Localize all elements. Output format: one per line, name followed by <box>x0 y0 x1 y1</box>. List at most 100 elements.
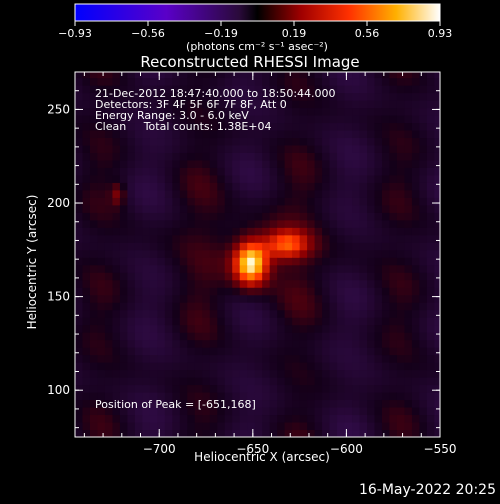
heatmap-cell <box>149 414 158 423</box>
heatmap-cell <box>179 85 188 94</box>
heatmap-cell <box>104 72 113 79</box>
heatmap-cell <box>426 324 435 333</box>
heatmap-cell <box>254 399 263 408</box>
heatmap-cell <box>119 332 128 341</box>
heatmap-cell <box>254 197 263 206</box>
heatmap-cell <box>97 347 106 356</box>
heatmap-cell <box>239 174 248 183</box>
heatmap-cell <box>179 249 188 258</box>
heatmap-cell <box>112 279 121 288</box>
heatmap-cell <box>337 152 346 161</box>
heatmap-cell <box>262 407 271 416</box>
heatmap-cell <box>337 429 346 437</box>
heatmap-cell <box>239 324 248 333</box>
heatmap-cell <box>134 407 143 416</box>
heatmap-cell <box>344 339 353 348</box>
heatmap-cell <box>142 264 151 273</box>
heatmap-cell <box>172 302 181 311</box>
heatmap-cell <box>381 332 390 341</box>
heatmap-cell <box>337 257 346 266</box>
heatmap-cell <box>217 257 226 266</box>
heatmap-cell <box>119 107 128 116</box>
heatmap-cell <box>299 257 308 266</box>
heatmap-cell <box>187 85 196 94</box>
heatmap-cell <box>142 152 151 161</box>
heatmap-cell <box>179 332 188 341</box>
heatmap-cell <box>142 92 151 101</box>
heatmap-cell <box>307 72 316 79</box>
heatmap-cell <box>396 77 405 86</box>
heatmap-cell <box>157 392 166 401</box>
heatmap-cell <box>224 227 233 236</box>
heatmap-cell <box>426 189 435 198</box>
heatmap-cell <box>277 219 286 228</box>
heatmap-cell <box>314 272 323 281</box>
heatmap-cell <box>75 317 83 326</box>
heatmap-cell <box>254 347 263 356</box>
heatmap-cell <box>381 152 390 161</box>
heatmap-cell <box>374 407 383 416</box>
heatmap-cell <box>89 392 98 401</box>
heatmap-cell <box>187 137 196 146</box>
heatmap-cell <box>194 130 203 139</box>
heatmap-cell <box>389 159 398 168</box>
heatmap-cell <box>292 279 301 288</box>
heatmap-cell <box>187 339 196 348</box>
heatmap-cell <box>426 234 435 243</box>
heatmap-cell <box>172 324 181 333</box>
heatmap-cell <box>396 174 405 183</box>
heatmap-cell <box>194 85 203 94</box>
heatmap-cell <box>172 152 181 161</box>
heatmap-cell <box>277 392 286 401</box>
heatmap-cell <box>75 92 83 101</box>
heatmap-cell <box>329 115 338 124</box>
heatmap-cell <box>434 317 440 326</box>
heatmap-cell <box>172 317 181 326</box>
heatmap-cell <box>149 339 158 348</box>
heatmap-cell <box>82 242 91 251</box>
heatmap-cell <box>119 279 128 288</box>
heatmap-cell <box>232 219 241 228</box>
heatmap-cell <box>179 317 188 326</box>
heatmap-cell <box>262 429 271 437</box>
heatmap-cell <box>187 197 196 206</box>
heatmap-cell <box>426 384 435 393</box>
heatmap-cell <box>404 264 413 273</box>
heatmap-cell <box>337 115 346 124</box>
heatmap-cell <box>299 159 308 168</box>
heatmap-cell <box>89 429 98 437</box>
heatmap-cell <box>157 309 166 318</box>
heatmap-cell <box>299 107 308 116</box>
heatmap-cell <box>292 234 301 243</box>
heatmap-cell <box>329 392 338 401</box>
heatmap-cell <box>404 115 413 124</box>
heatmap-cell <box>104 377 113 386</box>
heatmap-cell <box>104 167 113 176</box>
heatmap-cell <box>194 332 203 341</box>
heatmap-cell <box>112 407 121 416</box>
heatmap-cell <box>299 249 308 258</box>
heatmap-cell <box>314 362 323 371</box>
heatmap-cell <box>367 369 375 378</box>
heatmap-cell <box>344 72 353 79</box>
heatmap-cell <box>411 212 420 221</box>
heatmap-cell <box>344 287 353 296</box>
heatmap-cell <box>426 399 435 408</box>
heatmap-cell <box>262 152 271 161</box>
heatmap-cell <box>89 72 98 79</box>
heatmap-cell <box>239 137 248 146</box>
heatmap-cell <box>224 309 233 318</box>
heatmap-cell <box>247 204 256 213</box>
heatmap-cell <box>134 227 143 236</box>
heatmap-cell <box>374 287 383 296</box>
heatmap-cell <box>239 362 248 371</box>
heatmap-cell <box>179 384 188 393</box>
heatmap-cell <box>329 422 338 431</box>
heatmap-cell <box>224 407 233 416</box>
heatmap-cell <box>247 72 256 79</box>
heatmap-cell <box>239 182 248 191</box>
heatmap-cell <box>322 167 331 176</box>
heatmap-cell <box>217 100 226 109</box>
heatmap-cell <box>179 347 188 356</box>
heatmap-cell <box>262 384 271 393</box>
